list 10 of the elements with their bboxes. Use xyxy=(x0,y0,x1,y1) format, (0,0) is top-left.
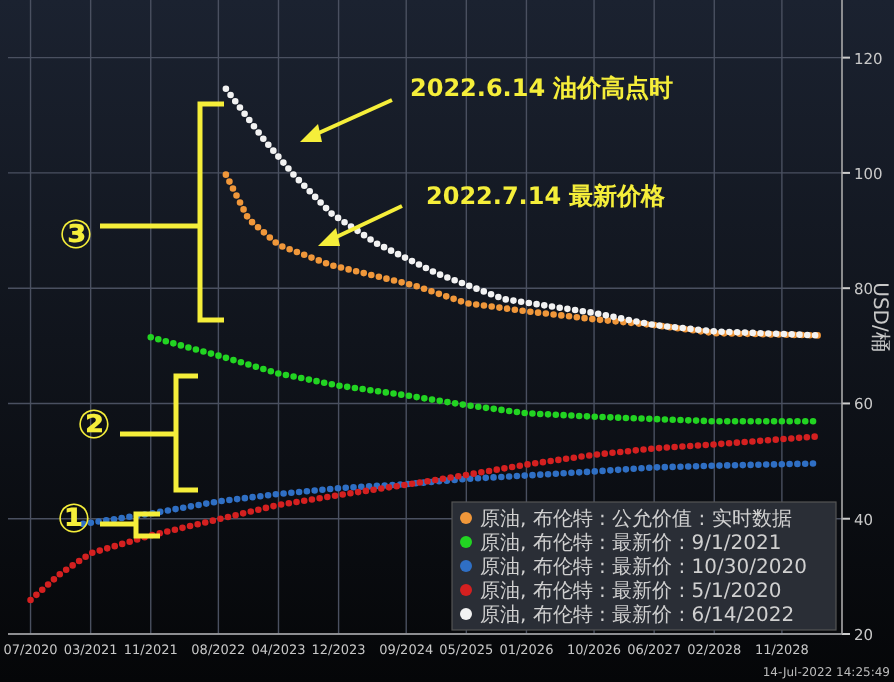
legend-label: 原油, 布伦特 : 最新价 : 9/1/2021 xyxy=(480,531,782,556)
legend-label: 原油, 布伦特 : 最新价 : 5/1/2020 xyxy=(480,579,782,604)
legend-label: 原油, 布伦特 : 公允价值 : 实时数据 xyxy=(480,507,792,532)
annotation: 2022.6.14 油价高点时 xyxy=(410,74,674,102)
annotation: ① xyxy=(57,494,91,542)
legend-label: 原油, 布伦特 : 最新价 : 6/14/2022 xyxy=(480,603,795,628)
legend-label: 原油, 布伦特 : 最新价 : 10/30/2020 xyxy=(480,555,807,580)
annotation: ② xyxy=(77,400,111,448)
annotation: 2022.7.14 最新价格 xyxy=(426,182,668,210)
annotation: ③ xyxy=(59,210,93,258)
